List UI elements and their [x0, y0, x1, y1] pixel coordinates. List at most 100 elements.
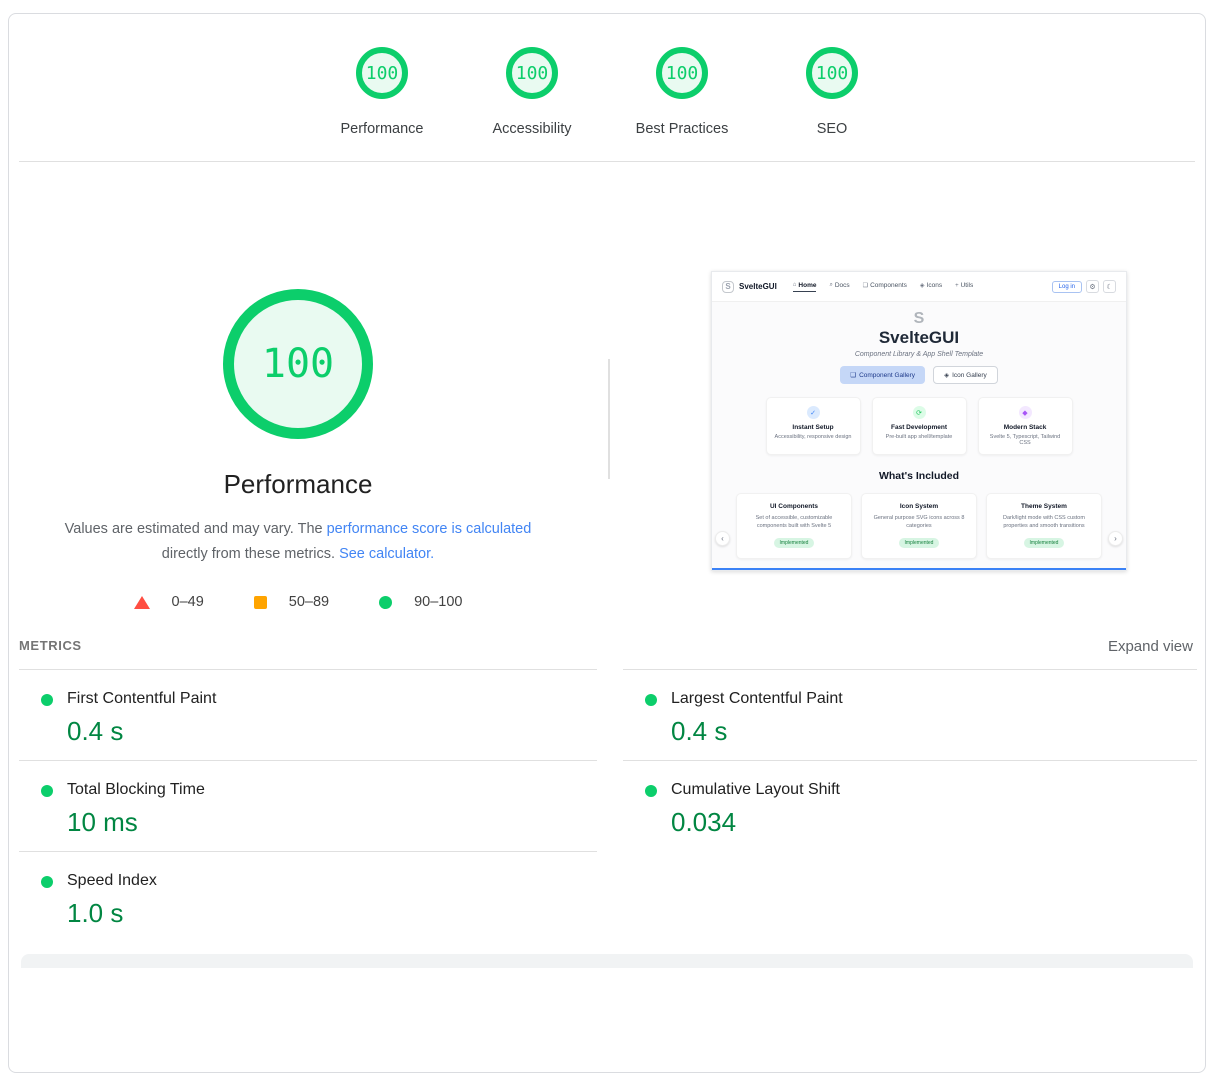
included-card-ui-components: UI Components Set of accessible, customi… — [736, 493, 852, 559]
metrics-right-column: Largest Contentful Paint 0.4 s Cumulativ… — [623, 669, 1197, 851]
legend-average-range: 50–89 — [253, 594, 330, 610]
lighthouse-report-card: 100 Performance 100 Accessibility 100 Be… — [8, 13, 1206, 1073]
performance-description: Values are estimated and may vary. The p… — [63, 517, 533, 567]
nav-label: Utils — [960, 282, 974, 289]
expand-view-button[interactable]: Expand view — [1107, 638, 1193, 655]
thumbnail-nav-utils: + Utils — [955, 282, 973, 292]
search-icon: ⌕ — [829, 282, 833, 288]
included-title: UI Components — [769, 503, 819, 510]
thumbnail-hero: S SvelteGUI Component Library & App Shel… — [712, 302, 1126, 384]
performance-score-calculated-link[interactable]: performance score is calculated — [326, 521, 532, 537]
metric-value: 0.034 — [671, 807, 737, 837]
metric-label: Largest Contentful Paint — [671, 690, 843, 707]
metric-first-contentful-paint: First Contentful Paint 0.4 s — [19, 669, 597, 760]
metric-label: First Contentful Paint — [67, 690, 217, 707]
thumbnail-nav-right: Log in ⚙ ☾ — [1051, 280, 1116, 293]
summary-gauge-accessibility[interactable]: 100 Accessibility — [457, 47, 607, 137]
included-title: Theme System — [1021, 503, 1067, 510]
metric-speed-index: Speed Index 1.0 s — [19, 851, 597, 942]
legend-range-label: 50–89 — [288, 594, 330, 610]
icons-gallery-icon: ◈ — [919, 283, 925, 289]
metrics-section-heading: METRICS — [19, 638, 82, 653]
thumbnail-login-button: Log in — [1051, 280, 1082, 293]
button-label: Component Gallery — [859, 371, 916, 379]
thumbnail-component-gallery-button: ❑ Component Gallery — [840, 366, 926, 384]
thumbnail-feature-cards: ✓ Instant Setup Accessibility, responsiv… — [712, 397, 1126, 455]
performance-score-value: 100 — [261, 341, 335, 387]
metrics-left-column: First Contentful Paint 0.4 s Total Block… — [19, 669, 597, 942]
thumbnail-bottom-accent — [712, 568, 1126, 570]
see-calculator-link[interactable]: See calculator. — [339, 546, 435, 562]
sveltegui-hero-logo-icon: S — [913, 310, 925, 327]
gauge-label: Performance — [340, 121, 424, 137]
feature-desc: Pre-built app shell/template — [885, 434, 953, 440]
pass-circle-icon — [379, 595, 393, 609]
check-circle-icon: ✓ — [806, 406, 820, 419]
thumbnail-nav-items: ⌂ Home ⌕ Docs ❑ Components ◈ Icons + Utils — [792, 282, 973, 292]
performance-main-gauge: 100 — [223, 289, 373, 439]
thumbnail-hero-buttons: ❑ Component Gallery ◈ Icon Gallery — [712, 366, 1126, 384]
feature-card-fast-development: ⟳ Fast Development Pre-built app shell/t… — [871, 397, 967, 455]
metric-label: Cumulative Layout Shift — [671, 781, 840, 798]
gauge-label: Best Practices — [635, 121, 729, 137]
gauge-label: Accessibility — [492, 121, 572, 137]
nav-label: Docs — [834, 282, 850, 289]
fail-triangle-icon — [133, 595, 150, 609]
score-value: 100 — [815, 62, 849, 84]
stack-icon: ◆ — [1018, 406, 1032, 419]
nav-label: Components — [870, 282, 907, 289]
performance-section-title: Performance — [223, 469, 373, 499]
feature-card-instant-setup: ✓ Instant Setup Accessibility, responsiv… — [765, 397, 861, 455]
thumbnail-nav-icons: ◈ Icons — [920, 282, 942, 292]
score-scale-legend: 0–49 50–89 90–100 — [63, 594, 533, 610]
included-desc: Dark/light mode with CSS custom properti… — [1003, 515, 1085, 530]
legend-range-label: 90–100 — [414, 594, 463, 610]
legend-pass-range: 90–100 — [379, 594, 462, 610]
description-text: directly from these metrics. — [161, 546, 340, 562]
description-text: Values are estimated and may vary. The — [64, 521, 327, 537]
feature-desc: Svelte 5, Typescript, Tailwind CSS — [989, 434, 1061, 446]
score-value: 100 — [365, 62, 399, 84]
metric-value: 0.4 s — [67, 716, 124, 746]
carousel-right-arrow-icon: › — [1108, 531, 1123, 546]
gear-icon: ⚙ — [1086, 280, 1099, 293]
implemented-badge: Implemented — [898, 537, 940, 548]
included-card-icon-system: Icon System General purpose SVG icons ac… — [861, 493, 977, 559]
feature-card-modern-stack: ◆ Modern Stack Svelte 5, Typescript, Tai… — [977, 397, 1073, 455]
moon-icon: ☾ — [1103, 280, 1116, 293]
pass-dot-icon — [645, 694, 657, 706]
gauge-label: SEO — [816, 121, 848, 137]
pass-dot-icon — [645, 785, 657, 797]
collapsed-section-bar — [21, 954, 1193, 968]
thumbnail-nav-components: ❑ Components — [863, 282, 907, 292]
hero-vertical-divider — [608, 359, 610, 479]
category-summary-row: 100 Performance 100 Accessibility 100 Be… — [9, 47, 1205, 137]
sveltegui-logo-icon: S — [722, 280, 734, 293]
performance-score-gauge: 100 — [356, 47, 408, 99]
summary-gauge-best-practices[interactable]: 100 Best Practices — [607, 47, 757, 137]
best-practices-score-gauge: 100 — [656, 47, 708, 99]
legend-range-label: 0–49 — [171, 594, 204, 610]
average-square-icon — [253, 595, 267, 609]
thumbnail-included-cards: ‹ UI Components Set of accessible, custo… — [712, 493, 1126, 559]
pass-dot-icon — [41, 876, 53, 888]
gallery-icon: ❑ — [850, 372, 857, 379]
seo-score-gauge: 100 — [806, 47, 858, 99]
thumbnail-nav-docs: ⌕ Docs — [829, 282, 849, 292]
metric-value: 0.4 s — [671, 716, 728, 746]
thumbnail-hero-subtitle: Component Library & App Shell Template — [854, 351, 984, 358]
final-screenshot-thumbnail: S SvelteGUI ⌂ Home ⌕ Docs ❑ Components ◈ Ico… — [711, 271, 1127, 571]
implemented-badge: Implemented — [773, 537, 815, 548]
included-desc: General purpose SVG icons across 8 categ… — [873, 515, 965, 530]
button-label: Icon Gallery — [952, 371, 987, 379]
score-value: 100 — [665, 62, 699, 84]
home-icon: ⌂ — [792, 282, 797, 288]
summary-gauge-seo[interactable]: 100 SEO — [757, 47, 907, 137]
carousel-left-arrow-icon: ‹ — [715, 531, 730, 546]
summary-gauge-performance[interactable]: 100 Performance — [307, 47, 457, 137]
thumbnail-hero-title: SvelteGUI — [878, 328, 960, 347]
icon-gallery-icon: ◈ — [944, 372, 950, 379]
thumbnail-brand: SvelteGUI — [739, 282, 777, 291]
thumbnail-nav-home: ⌂ Home — [792, 282, 817, 292]
thumbnail-navbar: S SvelteGUI ⌂ Home ⌕ Docs ❑ Components ◈ Ico… — [712, 272, 1126, 302]
